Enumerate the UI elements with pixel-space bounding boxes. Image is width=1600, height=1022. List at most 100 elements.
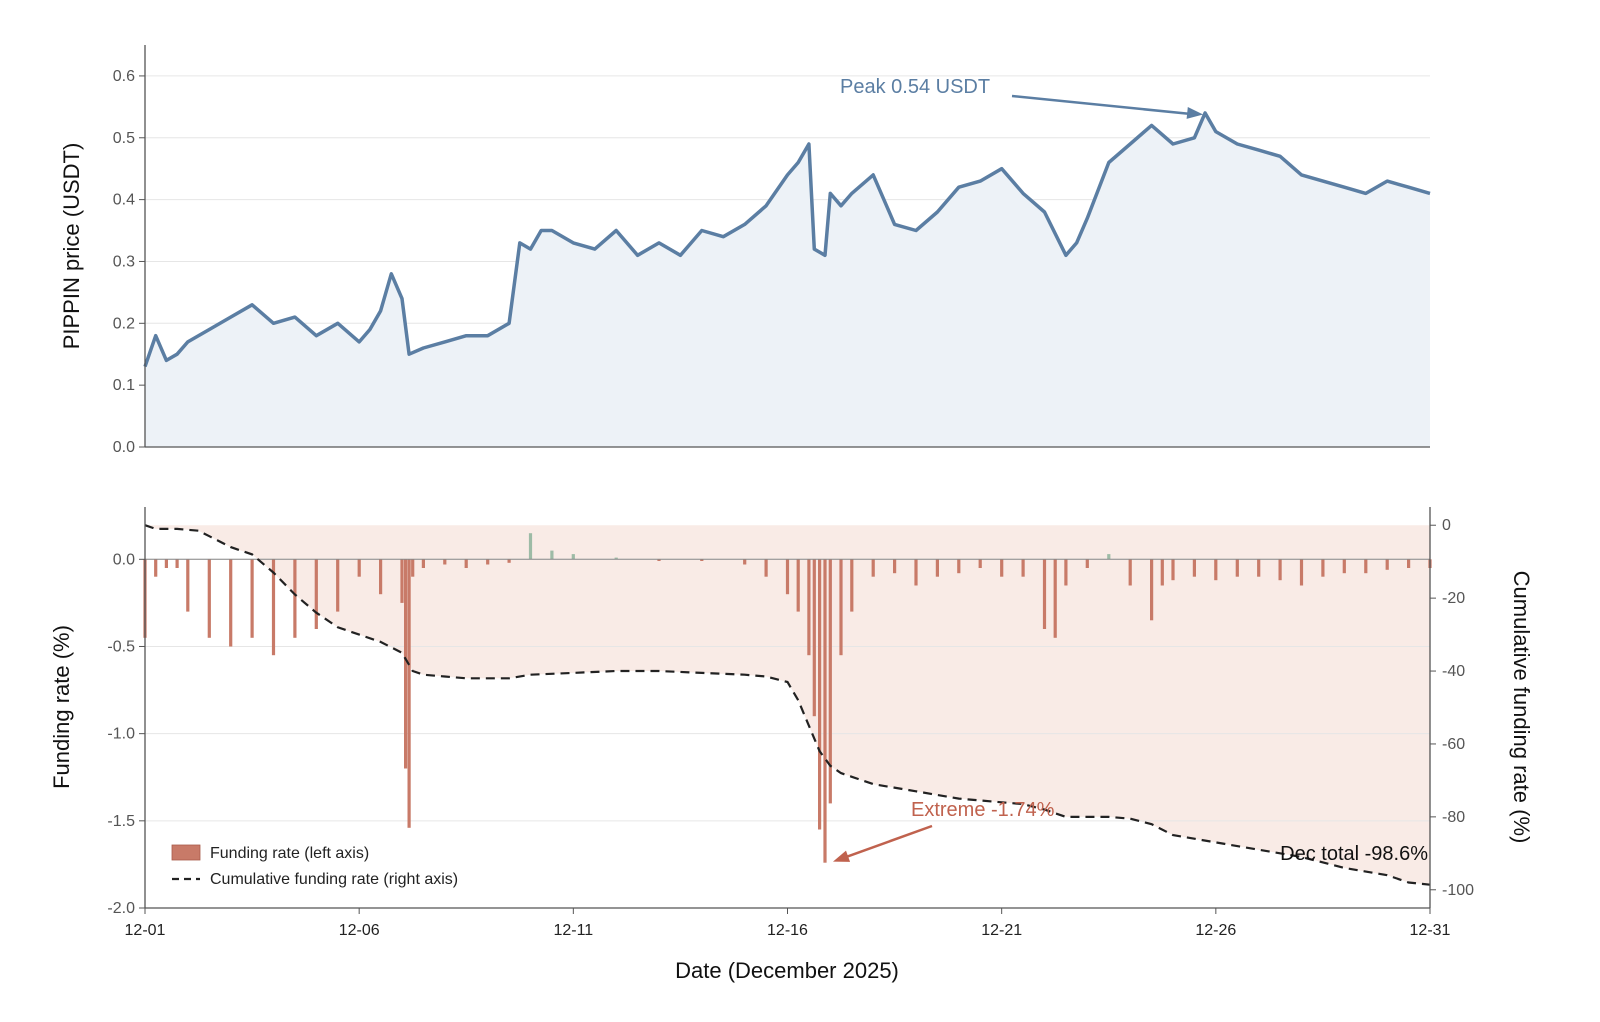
extreme-annotation: Extreme -1.74% <box>832 799 1055 862</box>
price-y-tick-label: 0.4 <box>113 192 135 209</box>
funding-bar <box>1342 559 1346 574</box>
funding-bar <box>357 559 361 577</box>
cumulative-y-tick-label: -20 <box>1442 590 1465 607</box>
funding-y-axis-title: Funding rate (%) <box>49 625 74 789</box>
funding-bar <box>1000 559 1004 577</box>
funding-bar <box>818 559 822 830</box>
funding-bar <box>1085 559 1089 568</box>
peak-annotation: Peak 0.54 USDT <box>840 76 1204 119</box>
funding-y-tick-label: -1.0 <box>107 726 135 743</box>
funding-bar <box>486 559 490 565</box>
funding-bar <box>1128 559 1132 586</box>
funding-bar <box>571 554 575 560</box>
legend: Funding rate (left axis) Cumulative fund… <box>171 844 458 888</box>
date-x-tick-label: 12-26 <box>1195 922 1236 939</box>
funding-y-ticks: -2.0 -1.5 -1.0 -0.5 0.0 <box>107 551 145 917</box>
funding-bar <box>336 559 340 612</box>
date-x-tick-label: 12-01 <box>125 922 166 939</box>
extreme-annotation-arrowhead <box>832 850 851 862</box>
funding-bar <box>1407 559 1411 568</box>
funding-y-tick-label: -0.5 <box>107 638 135 655</box>
funding-bar <box>823 559 827 863</box>
cumulative-y-tick-label: -60 <box>1442 736 1465 753</box>
price-y-axis-title: PIPPIN price (USDT) <box>59 143 84 350</box>
funding-bar <box>839 559 843 656</box>
date-x-ticks: 12-01 12-06 12-11 12-16 12-21 12-26 12-31 <box>125 908 1451 939</box>
funding-bar <box>421 559 425 568</box>
price-y-tick-label: 0.1 <box>113 377 135 394</box>
funding-bar <box>407 559 411 828</box>
price-y-ticks: 0.0 0.1 0.2 0.3 0.4 0.5 0.6 <box>113 68 145 456</box>
funding-bar <box>1042 559 1047 629</box>
funding-bar <box>411 559 415 577</box>
funding-bar <box>935 559 939 577</box>
funding-bar <box>164 559 168 568</box>
cumulative-y-axis-title: Cumulative funding rate (%) <box>1509 571 1534 844</box>
peak-annotation-label: Peak 0.54 USDT <box>840 76 990 98</box>
funding-bar <box>914 559 918 586</box>
date-x-tick-label: 12-06 <box>339 922 380 939</box>
funding-bar <box>893 559 897 574</box>
funding-bar <box>614 557 618 560</box>
funding-bar <box>400 559 404 603</box>
funding-bar <box>207 559 211 638</box>
funding-bar <box>186 559 190 612</box>
price-y-tick-label: 0.3 <box>113 253 135 270</box>
funding-bar <box>404 559 408 769</box>
date-x-tick-label: 12-31 <box>1410 922 1451 939</box>
funding-bar <box>1192 559 1196 577</box>
funding-bar <box>1064 559 1068 586</box>
date-x-tick-label: 12-11 <box>553 922 593 939</box>
peak-annotation-arrowhead <box>1186 106 1204 119</box>
funding-bar <box>271 559 276 656</box>
cumulative-y-tick-label: 0 <box>1442 517 1451 534</box>
funding-bar <box>175 559 179 568</box>
cumulative-y-tick-label: -80 <box>1442 809 1465 826</box>
funding-bar <box>1160 559 1164 586</box>
price-line <box>143 111 1431 368</box>
funding-bar <box>743 559 747 565</box>
funding-bar <box>379 559 383 595</box>
price-y-tick-label: 0.0 <box>113 439 135 456</box>
cumulative-funding-line <box>144 524 1431 886</box>
price-panel: 0.0 0.1 0.2 0.3 0.4 0.5 0.6 PIPPIN price (USDT… <box>59 45 1431 456</box>
funding-bar <box>1214 559 1218 581</box>
funding-bar <box>293 559 297 638</box>
funding-bar <box>957 559 961 574</box>
price-y-tick-label: 0.6 <box>113 68 135 85</box>
funding-bar <box>785 559 790 595</box>
funding-bar <box>850 559 854 612</box>
funding-bar <box>1053 559 1057 638</box>
funding-bar <box>1107 554 1111 560</box>
funding-bar <box>507 559 511 563</box>
funding-bar <box>1385 559 1389 570</box>
funding-bar <box>796 559 800 612</box>
legend-label-funding: Funding rate (left axis) <box>210 845 369 862</box>
peak-annotation-arrow <box>1011 94 1192 116</box>
funding-panel: -2.0 -1.5 -1.0 -0.5 0.0 -100 -80 -60 -40 -20 0 12… <box>49 507 1534 983</box>
cumulative-area-fill <box>145 525 1430 885</box>
cumulative-y-ticks: -100 -80 -60 -40 -20 0 <box>1430 517 1474 899</box>
funding-bar <box>314 559 318 629</box>
funding-bar <box>807 559 811 656</box>
funding-bar <box>1171 559 1175 581</box>
funding-bar <box>871 559 875 577</box>
funding-bar <box>1235 559 1239 577</box>
funding-bar <box>528 533 533 560</box>
date-x-tick-label: 12-21 <box>981 922 1022 939</box>
cumulative-y-tick-label: -40 <box>1442 663 1465 680</box>
funding-y-tick-label: -2.0 <box>107 900 135 917</box>
funding-y-tick-label: -1.5 <box>107 813 135 830</box>
funding-bar <box>1321 559 1325 577</box>
funding-bar <box>1257 559 1261 577</box>
funding-bar <box>1278 559 1282 581</box>
funding-bar <box>657 559 661 561</box>
funding-bar <box>154 559 158 577</box>
funding-bar <box>1299 559 1304 586</box>
price-area-fill <box>145 113 1430 447</box>
legend-swatch-funding <box>171 844 201 861</box>
x-axis-title: Date (December 2025) <box>675 958 899 983</box>
funding-bar <box>464 559 468 568</box>
funding-bar <box>229 559 233 647</box>
